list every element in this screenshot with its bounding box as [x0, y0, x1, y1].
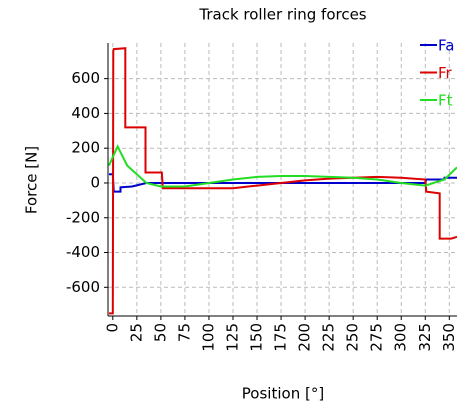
x-tick-label: 325: [416, 323, 434, 352]
x-tick-label: 250: [344, 323, 362, 352]
y-tick-label: -600: [66, 278, 100, 296]
x-tick-label: 150: [248, 323, 266, 352]
data-line: [108, 144, 457, 188]
chart-title: Track roller ring forces: [198, 6, 366, 24]
x-tick-label: 175: [272, 323, 290, 352]
y-tick-label: 600: [71, 69, 100, 87]
grid: [108, 43, 457, 316]
x-tick-label: 275: [368, 323, 386, 352]
x-tick-label: 75: [175, 323, 193, 342]
legend-label: Fa: [438, 37, 454, 55]
x-tick-label: 100: [199, 323, 217, 352]
legend-label: Ft: [438, 92, 453, 110]
y-tick-label: -200: [66, 208, 100, 226]
y-tick-label: 0: [90, 173, 100, 191]
x-tick-label: 50: [151, 323, 169, 342]
x-tick-label: 225: [320, 323, 338, 352]
x-tick-label: 125: [223, 323, 241, 352]
x-tick-label: 200: [296, 323, 314, 352]
x-tick-label: 300: [392, 323, 410, 352]
y-tick-label: -400: [66, 243, 100, 261]
x-axis-label: Position [°]: [242, 385, 324, 403]
x-tick-label: 0: [103, 323, 121, 333]
x-tick-label: 350: [440, 323, 458, 352]
data-line: [108, 47, 457, 315]
y-tick-label: 200: [71, 139, 100, 157]
plot-area: [108, 47, 457, 315]
y-tick-label: 400: [71, 104, 100, 122]
y-axis-label: Force [N]: [23, 146, 41, 214]
legend-label: Fr: [438, 64, 453, 82]
x-tick-label: 25: [127, 323, 145, 342]
